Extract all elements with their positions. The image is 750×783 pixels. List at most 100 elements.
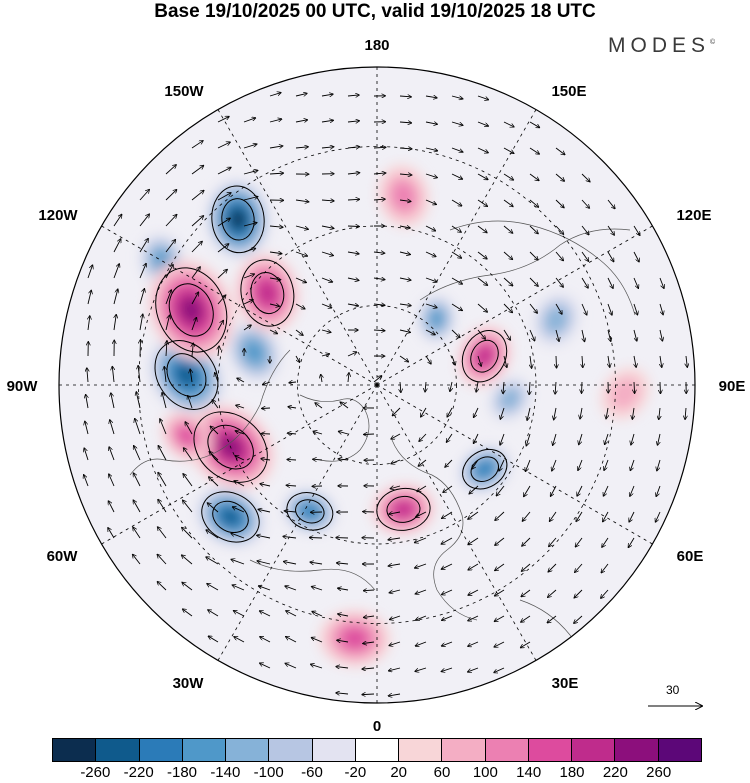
wind-arrow: [217, 270, 227, 279]
wind-arrow: [574, 615, 583, 623]
colorbar-tick-label: 60: [433, 764, 451, 781]
wind-arrow: [364, 434, 375, 435]
wind-arrow: [391, 486, 401, 489]
wind-arrow: [86, 395, 88, 409]
wind-arrow: [237, 378, 245, 383]
wind-arrow: [421, 407, 427, 417]
wind-arrow: [469, 485, 479, 494]
colorbar-tick-label: 100: [472, 764, 498, 781]
wind-arrow: [633, 251, 639, 262]
label-120e: 120E: [676, 207, 711, 224]
wind-arrow: [494, 641, 505, 647]
logo-text: MODES: [608, 34, 711, 57]
wind-arrow: [111, 393, 115, 409]
wind-arrow: [217, 244, 228, 253]
wind-arrow: [555, 225, 563, 234]
wind-arrow: [442, 667, 453, 671]
anomaly-contour: [207, 424, 254, 470]
wind-arrow: [206, 530, 219, 539]
wind-arrow: [236, 431, 245, 435]
wind-arrow: [164, 367, 166, 383]
wind-arrow: [269, 329, 277, 334]
wind-arrow: [113, 239, 121, 253]
wind-arrow: [451, 121, 463, 125]
wind-arrow: [529, 277, 538, 286]
wind-arrow: [578, 459, 583, 470]
wind-arrow: [208, 503, 219, 513]
wind-arrow: [550, 511, 557, 521]
wind-arrow: [685, 407, 686, 419]
wind-arrow: [659, 277, 664, 288]
wind-arrow: [321, 200, 334, 201]
wind-arrow: [451, 355, 455, 365]
wind-arrow: [257, 561, 271, 565]
wind-arrow: [468, 641, 479, 646]
positive-anomaly: [609, 377, 640, 410]
wind-arrow: [495, 563, 505, 570]
colorbar-tick-label: 20: [390, 764, 407, 781]
wind-arrow: [347, 121, 359, 122]
wind-arrow: [337, 640, 349, 642]
wind-arrow: [209, 477, 219, 487]
wind-arrow: [575, 563, 583, 572]
wind-arrow: [233, 507, 245, 513]
wind-arrow: [114, 315, 116, 331]
wind-arrow: [234, 611, 245, 617]
wind-arrow: [134, 446, 141, 461]
colorbar-swatch: [528, 739, 573, 761]
wind-arrow: [364, 590, 375, 591]
wind-arrow: [451, 95, 463, 99]
wind-arrow: [208, 610, 219, 617]
wind-arrow: [85, 422, 89, 435]
logo-mark: ©: [710, 39, 716, 46]
wind-arrow: [217, 142, 230, 149]
wind-arrow: [139, 314, 143, 331]
wind-arrow: [580, 407, 582, 419]
wind-arrow: [425, 122, 437, 124]
wind-arrow: [468, 615, 479, 621]
wind-arrow: [109, 501, 115, 513]
wind-arrow: [399, 330, 410, 332]
wind-arrow: [576, 537, 583, 547]
wind-arrow: [190, 370, 192, 383]
wind-arrow: [632, 407, 634, 419]
wind-arrow: [312, 638, 323, 643]
wind-arrow: [321, 226, 333, 228]
wind-arrow: [191, 141, 203, 149]
wind-arrow: [607, 251, 614, 261]
coastline: [419, 228, 631, 301]
wind-arrow: [158, 446, 167, 461]
wind-arrow: [284, 562, 297, 564]
wind-arrow: [243, 325, 251, 331]
wind-arrow: [321, 147, 333, 148]
wind-arrow: [581, 303, 587, 315]
wind-arrow: [468, 563, 479, 570]
wind-arrow: [497, 485, 505, 496]
wind-arrow: [425, 225, 435, 231]
wind-arrow: [633, 303, 637, 315]
wind-arrow: [451, 251, 461, 258]
positive-anomaly: [180, 297, 202, 323]
negative-anomaly: [477, 462, 493, 477]
polar-map: 180 150W 150E 120W 120E 90W 90E 60W 60E …: [7, 37, 746, 735]
wind-arrow: [425, 147, 437, 151]
wind-arrow: [503, 121, 514, 127]
wind-arrow: [499, 459, 505, 471]
wind-arrow: [477, 277, 487, 285]
wind-arrow: [658, 433, 660, 445]
wind-arrow: [477, 355, 481, 366]
wind-arrow: [477, 225, 487, 233]
colorbar-swatch: [312, 739, 356, 761]
label-90e: 90E: [719, 378, 746, 395]
anomaly-contour: [286, 492, 334, 531]
wind-arrow: [445, 459, 453, 467]
wind-arrow: [269, 173, 283, 174]
wind-arrow: [263, 382, 271, 384]
wind-arrow: [417, 485, 427, 491]
wind-arrow: [633, 329, 637, 341]
wind-arrow: [321, 120, 333, 122]
wind-arrow: [581, 251, 588, 261]
wind-arrow: [373, 173, 385, 174]
wind-arrow: [415, 537, 427, 542]
anomaly-contour: [470, 339, 499, 373]
